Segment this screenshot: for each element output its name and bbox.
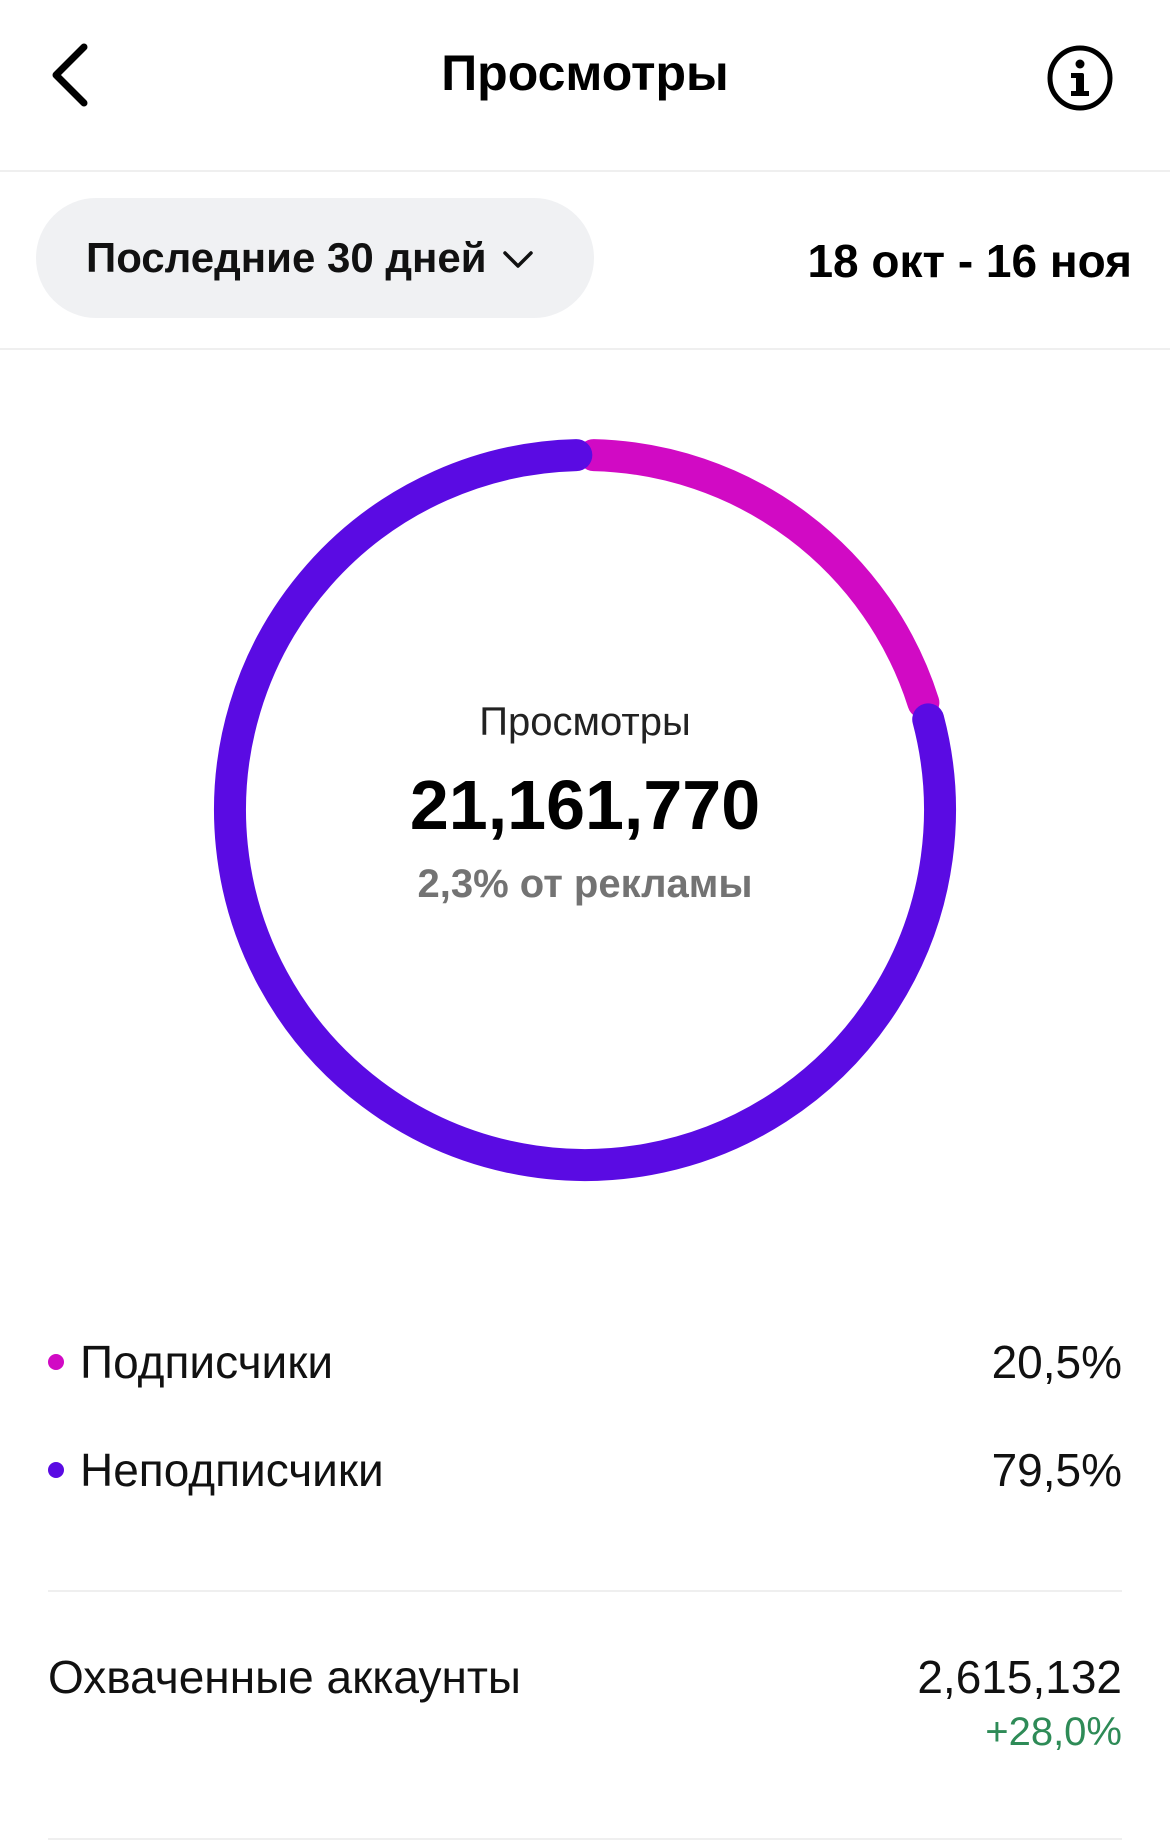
views-donut-chart [214, 439, 956, 1181]
legend-value: 20,5% [991, 1336, 1122, 1388]
filter-row: Последние 30 дней 18 окт - 16 ноя [0, 172, 1170, 350]
total-views: 21,161,770 [409, 766, 761, 844]
donut-center: Просмотры 21,161,770 2,3% от рекламы [205, 430, 965, 1190]
back-button[interactable] [50, 35, 120, 115]
info-button[interactable] [1046, 44, 1114, 112]
app-header: Просмотры [0, 0, 1170, 172]
date-range-text: 18 окт - 16 ноя [807, 235, 1132, 287]
date-range-dropdown[interactable]: Последние 30 дней [36, 198, 594, 318]
donut-segment-non-followers [214, 439, 956, 1181]
divider [48, 1838, 1122, 1840]
info-icon [1047, 45, 1113, 111]
chart-center-label: Просмотры [479, 700, 691, 744]
donut-segment-followers [577, 439, 940, 719]
divider [48, 1590, 1122, 1592]
legend-dot [48, 1462, 64, 1478]
legend-item-non-followers: Неподписчики 79,5% [48, 1435, 1122, 1505]
legend-value: 79,5% [991, 1444, 1122, 1496]
accounts-reached-label: Охваченные аккаунты [48, 1651, 521, 1703]
chevron-left-icon [52, 43, 88, 107]
legend-label: Неподписчики [80, 1444, 384, 1496]
page-title: Просмотры [441, 45, 729, 101]
date-range-dropdown-label: Последние 30 дней [86, 234, 487, 281]
legend-item-followers: Подписчики 20,5% [48, 1327, 1122, 1397]
legend-label: Подписчики [80, 1336, 334, 1388]
ads-share: 2,3% от рекламы [417, 862, 753, 906]
accounts-reached-change: +28,0% [985, 1710, 1122, 1754]
accounts-reached-value: 2,615,132 [917, 1651, 1122, 1703]
chevron-down-icon [502, 251, 533, 268]
legend-dot [48, 1354, 64, 1370]
